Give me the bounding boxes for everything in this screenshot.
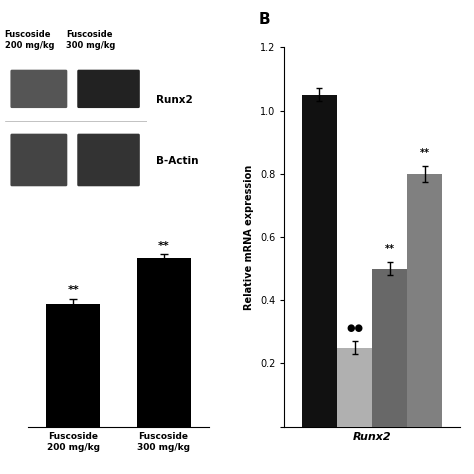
Text: B: B xyxy=(258,12,270,27)
Bar xyxy=(407,174,442,427)
FancyBboxPatch shape xyxy=(10,70,67,108)
Text: Fuscoside
300 mg/kg: Fuscoside 300 mg/kg xyxy=(66,30,116,50)
Text: Runx2: Runx2 xyxy=(156,94,193,105)
Bar xyxy=(137,258,191,427)
FancyBboxPatch shape xyxy=(77,70,140,108)
Text: **: ** xyxy=(384,245,395,255)
Text: **: ** xyxy=(158,241,169,251)
Y-axis label: Relative mRNA expression: Relative mRNA expression xyxy=(245,164,255,310)
Bar xyxy=(46,303,100,427)
Bar xyxy=(337,347,372,427)
Bar xyxy=(372,269,407,427)
Text: ●●: ●● xyxy=(346,323,363,333)
FancyBboxPatch shape xyxy=(77,134,140,186)
Text: B-Actin: B-Actin xyxy=(156,156,199,166)
FancyBboxPatch shape xyxy=(10,134,67,186)
Text: **: ** xyxy=(68,285,79,295)
Text: **: ** xyxy=(419,148,430,158)
Bar xyxy=(302,95,337,427)
Text: Fuscoside
200 mg/kg: Fuscoside 200 mg/kg xyxy=(5,30,54,50)
